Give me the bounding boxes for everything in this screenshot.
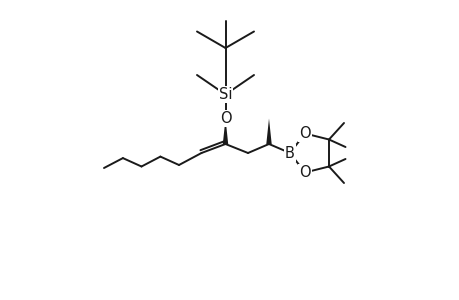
Text: Si: Si <box>218 87 232 102</box>
Text: O: O <box>219 111 231 126</box>
Text: B: B <box>285 146 294 160</box>
Text: O: O <box>298 165 310 180</box>
Polygon shape <box>266 118 271 144</box>
Polygon shape <box>222 118 228 144</box>
Text: O: O <box>298 126 310 141</box>
